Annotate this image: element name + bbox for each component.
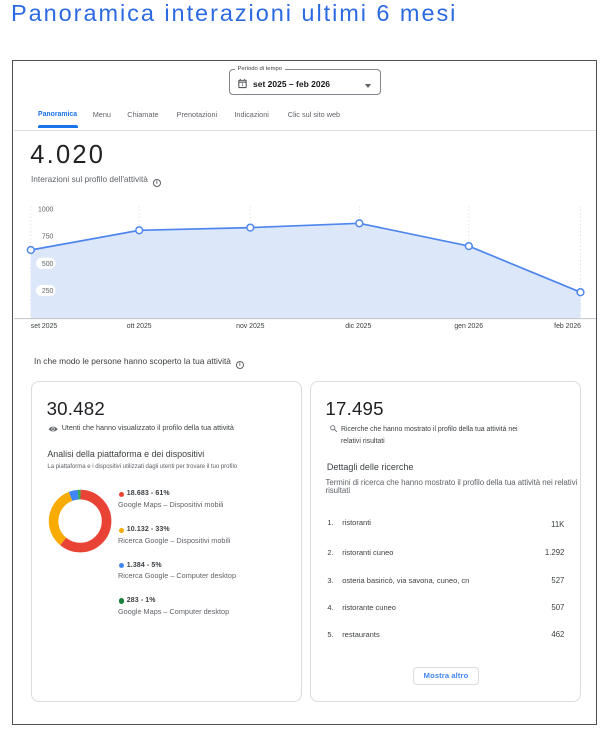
svg-text:1000: 1000 — [38, 206, 53, 213]
svg-text:gen 2026: gen 2026 — [454, 323, 483, 330]
svg-text:ott 2025: ott 2025 — [127, 323, 152, 330]
svg-text:feb 2026: feb 2026 — [554, 323, 581, 330]
svg-text:dic 2025: dic 2025 — [345, 323, 371, 330]
svg-text:set 2025: set 2025 — [31, 323, 58, 330]
svg-text:250: 250 — [42, 288, 54, 295]
svg-text:500: 500 — [42, 261, 54, 268]
svg-text:750: 750 — [42, 234, 54, 241]
svg-text:nov 2025: nov 2025 — [236, 323, 265, 330]
